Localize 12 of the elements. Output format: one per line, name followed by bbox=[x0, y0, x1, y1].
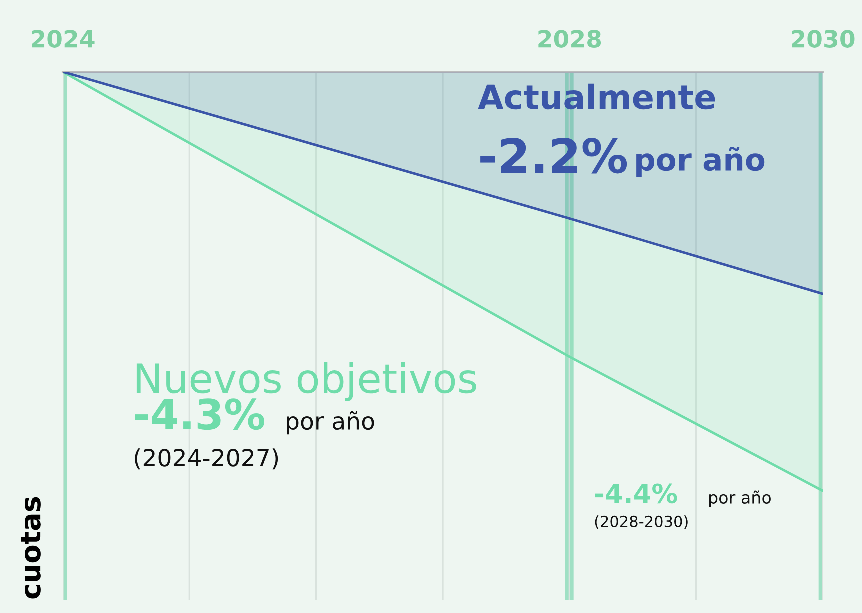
annotation: Actualmente bbox=[478, 84, 716, 110]
text: (2028-2030) bbox=[595, 516, 688, 530]
annotation: -2.2% bbox=[480, 138, 628, 174]
annotation: -4.4% bbox=[595, 484, 678, 504]
x-tick-label: 2030 bbox=[792, 30, 855, 48]
x-tick-label: 2028 bbox=[538, 30, 602, 48]
annotation: por año bbox=[636, 146, 765, 178]
y-axis-title: cuotas bbox=[21, 497, 41, 599]
annotation: por año bbox=[710, 490, 771, 508]
annotation: por año bbox=[287, 411, 374, 435]
annotation: (2024-2027) bbox=[135, 448, 278, 470]
x-tick-label: 2024 bbox=[32, 30, 95, 48]
